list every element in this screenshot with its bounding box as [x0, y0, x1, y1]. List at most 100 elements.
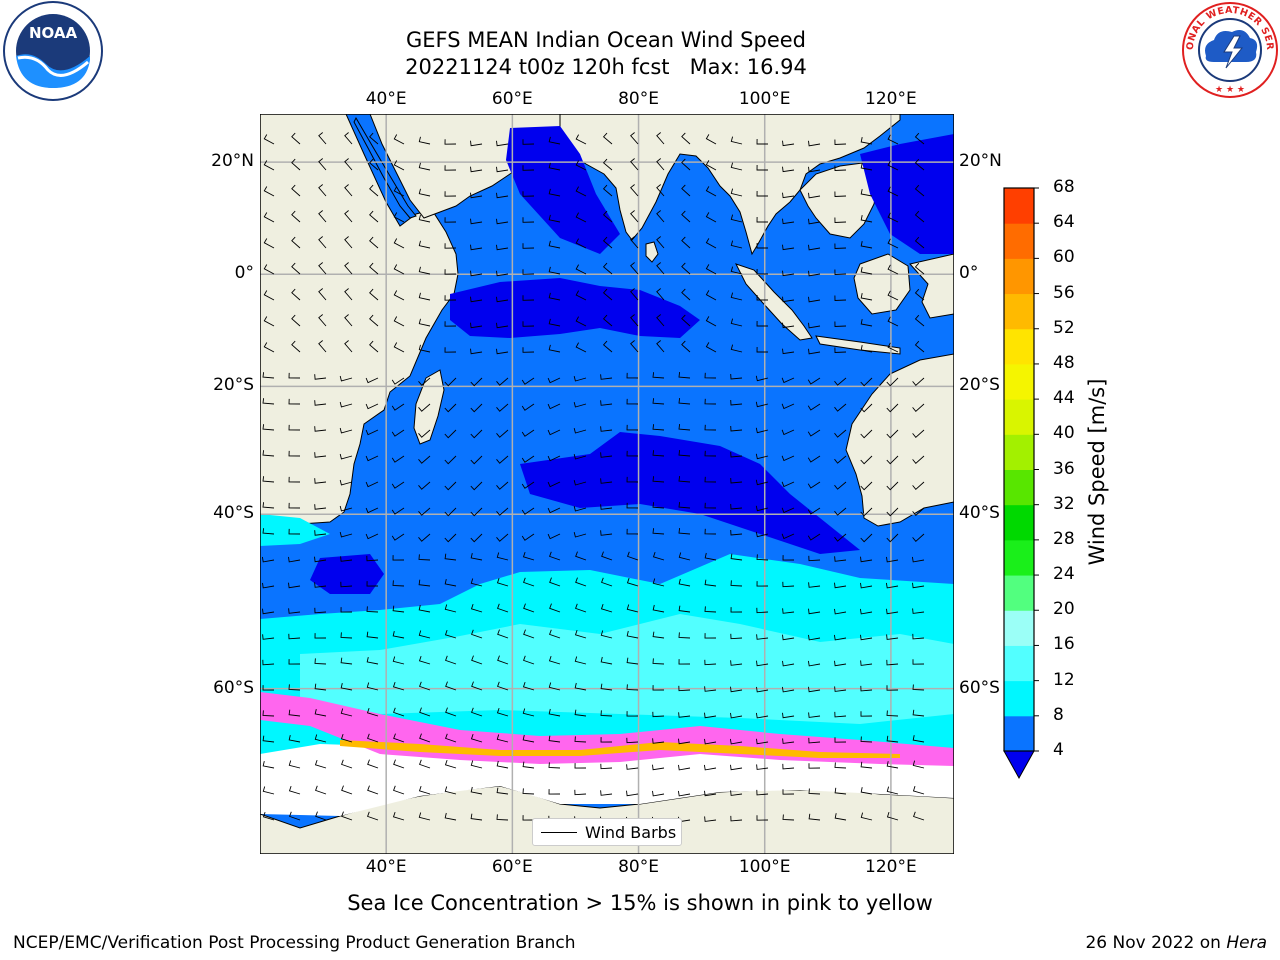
wind-barb — [678, 424, 691, 431]
wind-barb — [704, 606, 717, 613]
wind-barb — [574, 736, 587, 743]
wind-barb — [314, 582, 327, 588]
wind-barb — [548, 240, 561, 249]
wind-barb — [808, 712, 821, 718]
lon-tick-top: 60°E — [491, 89, 533, 109]
wind-barb — [756, 294, 768, 301]
wind-barb — [834, 403, 847, 412]
wind-barb — [470, 140, 483, 147]
wind-barb — [291, 158, 301, 171]
wind-barb — [339, 453, 353, 460]
wind-barb — [471, 681, 483, 691]
wind-barb — [391, 455, 405, 463]
wind-barb — [600, 478, 613, 484]
lon-tick-top: 120°E — [865, 89, 917, 109]
wind-barb — [391, 429, 405, 437]
wind-barb — [445, 707, 457, 717]
wind-barb — [730, 477, 743, 484]
colorbar-label: 4 — [1053, 740, 1064, 760]
wind-barb — [418, 579, 431, 587]
wind-barb — [755, 531, 769, 538]
lat-tick-left: 0° — [234, 263, 254, 284]
wind-barb — [418, 292, 431, 301]
wind-barb — [288, 709, 301, 717]
wind-barb — [314, 400, 327, 406]
wind-barb — [782, 140, 795, 147]
wind-barb — [834, 347, 847, 353]
wind-barb — [391, 507, 405, 515]
wind-barb — [834, 813, 847, 821]
wind-barb — [755, 453, 769, 460]
wind-barb — [522, 681, 535, 691]
wind-barb — [782, 608, 795, 614]
wind-barb — [344, 340, 353, 353]
wind-barb — [886, 429, 899, 439]
wind-barb — [470, 270, 483, 277]
wind-barb — [391, 533, 405, 541]
wind-barb — [314, 683, 327, 691]
wind-barb — [730, 529, 743, 536]
wind-barb — [860, 634, 873, 641]
wind-barb — [808, 244, 821, 251]
wind-barb — [340, 682, 353, 691]
wind-barb — [914, 236, 925, 249]
wind-barb — [344, 158, 353, 171]
wind-barb — [444, 243, 457, 249]
wind-barb — [314, 759, 327, 769]
wind-barb — [470, 813, 483, 821]
wind-barb — [314, 633, 327, 639]
wind-barb — [262, 372, 275, 379]
wind-barb — [496, 533, 509, 542]
wind-barb — [885, 582, 899, 589]
wind-barb — [808, 322, 821, 329]
wind-barb — [756, 764, 769, 770]
wind-barb — [521, 429, 535, 437]
wind-barb — [318, 184, 327, 197]
wind-barb — [523, 655, 535, 665]
wind-barb — [677, 790, 691, 797]
wind-barb — [393, 160, 405, 171]
wind-barb — [340, 581, 353, 588]
wind-barb — [575, 577, 587, 587]
wind-barb — [291, 314, 301, 327]
wind-barb — [756, 738, 769, 745]
wind-barb — [496, 455, 509, 464]
wind-barb — [393, 238, 405, 249]
wind-barb — [782, 244, 795, 251]
ice-free-zone — [260, 744, 954, 816]
wind-barb — [548, 318, 561, 327]
wind-barb — [366, 631, 379, 639]
wind-barb — [548, 735, 561, 743]
wind-barb — [419, 681, 431, 691]
wind-barb — [575, 238, 587, 249]
wind-barb — [704, 738, 717, 745]
wind-barb — [318, 262, 327, 275]
wind-barb — [574, 629, 587, 639]
lat-tick-left: 20°S — [213, 375, 254, 396]
wind-barb — [340, 657, 353, 665]
wind-barb — [522, 217, 535, 223]
wind-barb — [681, 340, 691, 353]
wind-barb — [705, 238, 717, 249]
wind-barb — [522, 761, 535, 769]
wind-barb — [681, 132, 691, 145]
wind-barb — [834, 377, 847, 386]
wind-barb — [522, 788, 535, 795]
wind-barb — [548, 789, 561, 795]
wind-barb — [471, 629, 483, 639]
wind-barb — [756, 216, 768, 223]
wind-barb — [340, 607, 353, 613]
wind-barb — [393, 186, 405, 197]
wind-barb — [730, 240, 743, 249]
wind-barb — [470, 481, 483, 491]
wind-barb — [575, 342, 587, 353]
wind-barb — [912, 608, 925, 614]
wind-barb — [834, 139, 847, 145]
wind-barb — [369, 340, 379, 353]
wind-barb — [496, 577, 509, 587]
wind-barb — [573, 401, 587, 408]
wind-barb — [912, 533, 925, 542]
wind-barb — [807, 403, 821, 411]
wind-barb — [262, 786, 275, 795]
wind-barb — [497, 681, 509, 691]
